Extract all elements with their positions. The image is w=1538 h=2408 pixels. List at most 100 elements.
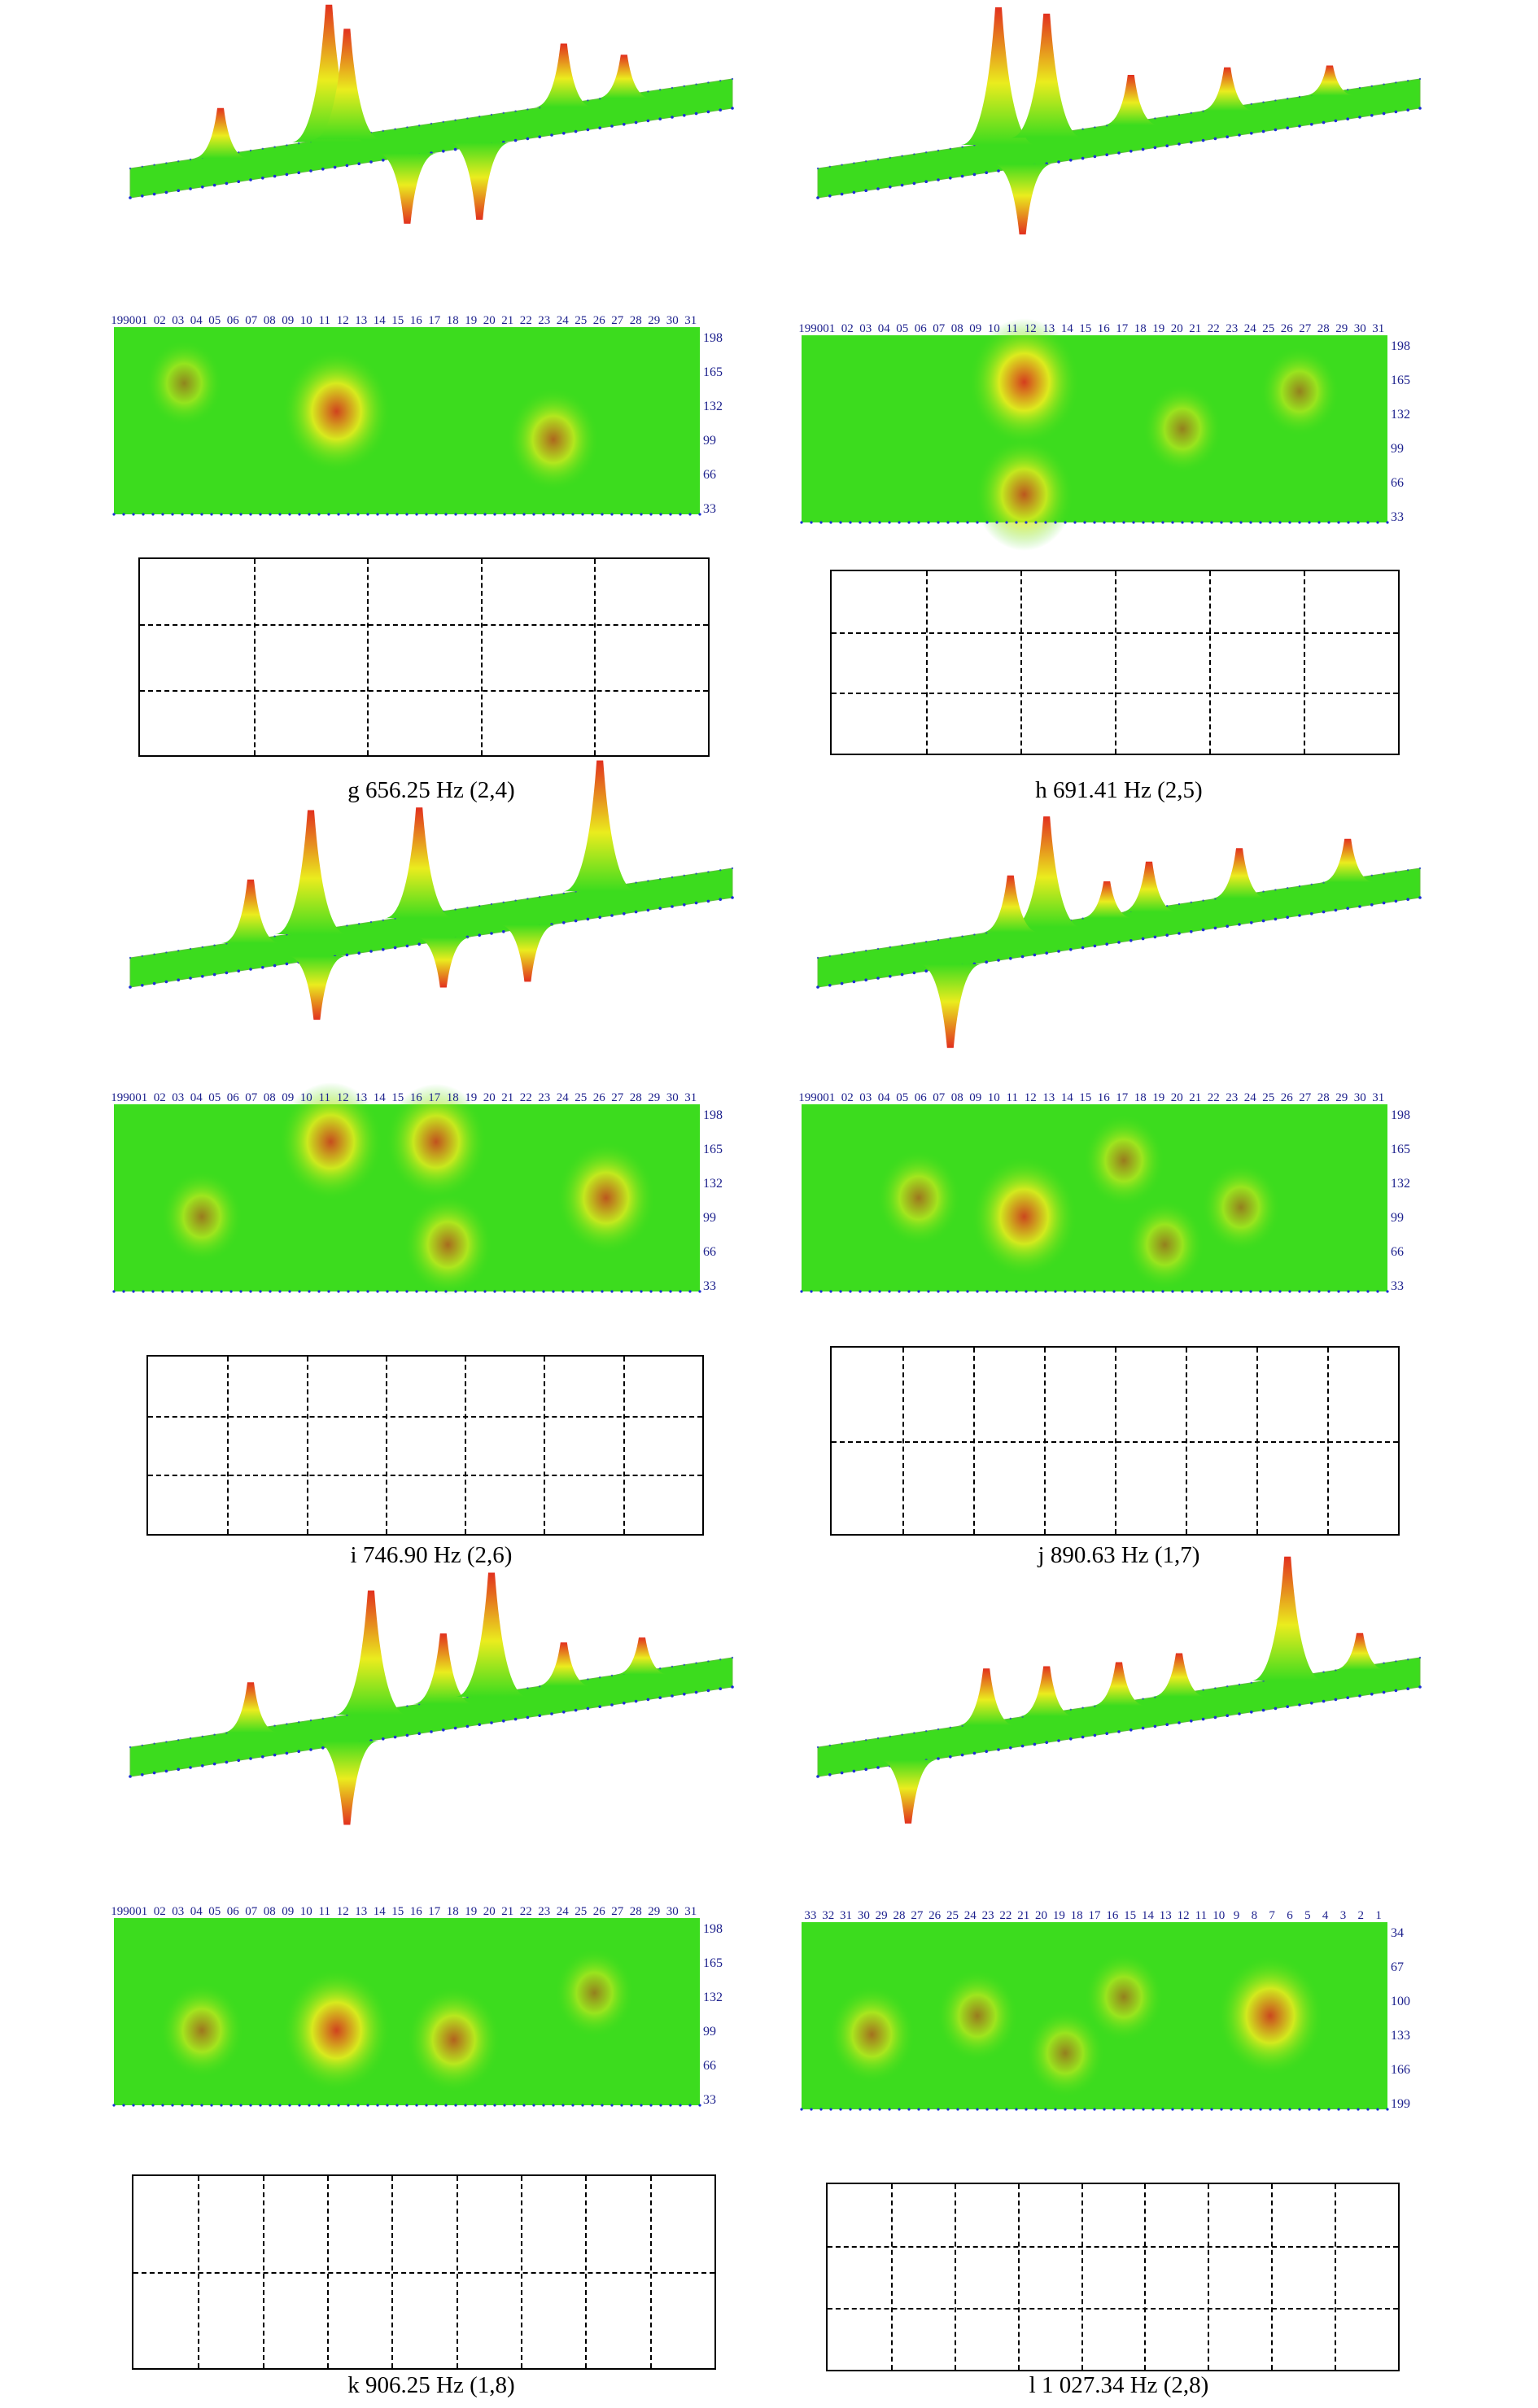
axis-label: 16 <box>1106 1909 1119 1922</box>
nodal-line <box>1271 2184 1274 2370</box>
axis-label: 30 <box>666 1905 679 1918</box>
axis-label: 20 <box>1035 1909 1047 1922</box>
axis-label: 4 <box>1322 1909 1329 1922</box>
axis-label: 01 <box>135 1091 147 1104</box>
nodal-line <box>140 689 708 692</box>
nodal-line-grid <box>132 2174 716 2370</box>
axis-label: 09 <box>282 314 294 327</box>
axis-label: 06 <box>227 1091 240 1104</box>
nodal-line <box>1209 571 1211 754</box>
axis-label: 12 <box>1025 322 1037 335</box>
panel-caption: h 691.41 Hz (2,5) <box>1035 777 1203 803</box>
axis-label: 11 <box>319 1091 330 1104</box>
axis-label: 24 <box>964 1909 977 1922</box>
axis-label: 28 <box>630 1091 642 1104</box>
axis-label: 16 <box>410 314 423 327</box>
axis-label: 05 <box>208 314 221 327</box>
axis-label: 21 <box>1189 322 1201 335</box>
axis-label: 31 <box>684 1091 697 1104</box>
nodal-line-grid <box>830 570 1400 755</box>
axis-label: 09 <box>969 1091 981 1104</box>
nodal-line <box>133 2272 714 2274</box>
axis-label: 14 <box>1142 1909 1155 1922</box>
axis-label: 13 <box>355 1905 367 1918</box>
nodal-line <box>832 631 1398 634</box>
axis-label: 198 <box>1391 1108 1410 1122</box>
axis-label: 07 <box>245 314 258 327</box>
axis-label: 23 <box>538 314 550 327</box>
axis-label: 26 <box>1281 1091 1294 1104</box>
axis-label: 17 <box>428 1905 441 1918</box>
axis-label: 29 <box>648 1091 660 1104</box>
axis-label: 09 <box>969 322 981 335</box>
axis-label: 23 <box>538 1905 550 1918</box>
nodal-line <box>1017 2184 1020 2370</box>
axis-label: 1990 <box>111 1091 135 1104</box>
axis-label: 165 <box>703 1956 723 1970</box>
axis-label: 08 <box>951 1091 963 1104</box>
axis-label: 22 <box>520 1091 532 1104</box>
axis-label: 28 <box>1317 1091 1330 1104</box>
axis-label: 31 <box>1372 322 1384 335</box>
axis-label: 20 <box>1171 1091 1183 1104</box>
axis-label: 29 <box>648 314 660 327</box>
axis-label: 132 <box>703 1177 723 1191</box>
axis-label: 28 <box>894 1909 906 1922</box>
axis-label: 17 <box>1089 1909 1102 1922</box>
nodal-line-grid <box>138 557 710 757</box>
axis-label: 66 <box>1391 1245 1404 1259</box>
nodal-line <box>140 624 708 627</box>
axis-label: 21 <box>501 314 513 327</box>
axis-label: 33 <box>703 2093 716 2107</box>
axis-label: 26 <box>593 1091 606 1104</box>
axis-label: 12 <box>337 1905 349 1918</box>
axis-label: 24 <box>557 1905 570 1918</box>
axis-label: 11 <box>1007 322 1018 335</box>
axis-label: 31 <box>684 314 697 327</box>
axis-label: 03 <box>172 1905 184 1918</box>
axis-label: 198 <box>703 1108 723 1122</box>
axis-label: 02 <box>154 1091 166 1104</box>
axis-label: 30 <box>666 1091 679 1104</box>
axis-label: 27 <box>1299 1091 1312 1104</box>
axis-label: 99 <box>703 434 716 448</box>
axis-label: 27 <box>1299 322 1312 335</box>
axis-label: 27 <box>911 1909 924 1922</box>
axis-label: 23 <box>982 1909 994 1922</box>
axis-label: 29 <box>1335 1091 1348 1104</box>
axis-label: 11 <box>319 314 330 327</box>
surface-3d-plot <box>129 1572 734 1825</box>
axis-label: 100 <box>1391 1995 1410 2008</box>
axis-label: 18 <box>447 1091 459 1104</box>
axis-label: 18 <box>447 314 459 327</box>
nodal-line <box>367 559 369 755</box>
axis-label: 165 <box>1391 1143 1410 1156</box>
axis-label: 10 <box>300 1905 312 1918</box>
axis-label: 23 <box>538 1091 550 1104</box>
axis-label: 14 <box>374 314 387 327</box>
nodal-line <box>148 1415 702 1418</box>
axis-label: 31 <box>840 1909 852 1922</box>
nodal-line <box>594 559 596 755</box>
axis-label: 23 <box>1226 322 1238 335</box>
axis-label: 04 <box>190 1091 203 1104</box>
axis-label: 11 <box>319 1905 330 1918</box>
axis-label: 13 <box>355 314 367 327</box>
axis-label: 20 <box>1171 322 1183 335</box>
panel-j: 1990 01 02 03 04 05 06 07 08 09 10 11 12 13 14 15 16 17 18… <box>798 806 1436 1587</box>
axis-label: 20 <box>483 1905 496 1918</box>
axis-label: 25 <box>1262 1091 1274 1104</box>
axis-label: 22 <box>999 1909 1011 1922</box>
nodal-line <box>1115 571 1116 754</box>
panel-i: 1990 01 02 03 04 05 06 07 08 09 10 11 12 13 14 15 16 17 18… <box>111 760 749 1587</box>
panel-k: 1990 01 02 03 04 05 06 07 08 09 10 11 12 13 14 15 16 17 18… <box>111 1572 749 2401</box>
axis-label: 99 <box>1391 1211 1404 1225</box>
nodal-line <box>926 571 928 754</box>
axis-label: 01 <box>135 314 147 327</box>
nodal-line <box>954 2184 956 2370</box>
axis-label: 5 <box>1304 1909 1311 1922</box>
axis-label: 08 <box>264 1091 276 1104</box>
axis-label: 03 <box>859 322 872 335</box>
axis-label: 1990 <box>798 1091 823 1104</box>
axis-label: 33 <box>1391 510 1404 524</box>
